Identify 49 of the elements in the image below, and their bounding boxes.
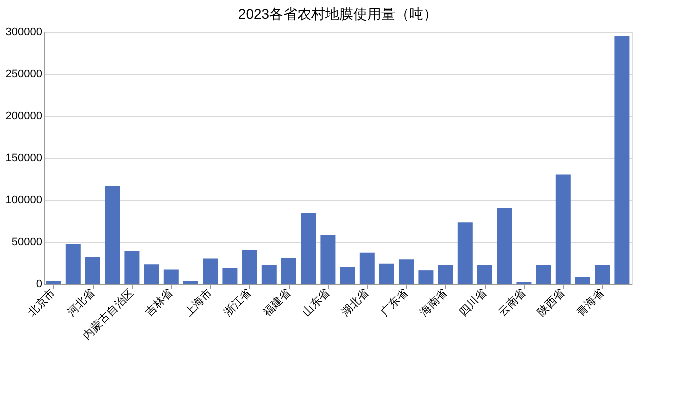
y-tick-label: 300000 [6, 26, 42, 38]
y-tick-label: 50000 [12, 236, 42, 248]
bar [360, 252, 375, 284]
bar [66, 244, 81, 284]
x-tick-label: 广东省 [378, 286, 411, 320]
x-tick-label: 福建省 [260, 286, 294, 320]
x-tick-label: 上海市 [182, 286, 215, 320]
bar [105, 186, 120, 284]
bar [556, 174, 571, 284]
bar [497, 208, 512, 284]
bar [46, 281, 62, 284]
bar [301, 213, 316, 284]
y-tick-label: 200000 [6, 110, 42, 122]
x-tick-label: 湖北省 [339, 286, 372, 320]
x-tick-label: 山东省 [300, 286, 332, 320]
y-tick-label: 100000 [6, 194, 42, 206]
chart-title: 2023各省农村地膜使用量（吨） [238, 6, 438, 22]
x-tick-label: 浙江省 [222, 286, 254, 320]
bar [164, 270, 179, 284]
bar [222, 268, 238, 284]
bar [576, 277, 590, 284]
bar [399, 260, 414, 284]
bar [536, 266, 552, 284]
x-tick-label: 海南省 [418, 286, 450, 320]
x-tick-label: 河北省 [64, 286, 98, 320]
bar [614, 36, 630, 284]
bar [418, 270, 434, 284]
bar [144, 264, 160, 284]
x-tick-label: 吉林省 [143, 286, 176, 320]
y-tick-label: 250000 [6, 68, 42, 80]
bar [478, 266, 492, 284]
bar [458, 222, 473, 284]
bar [438, 266, 454, 284]
bar [262, 266, 277, 284]
bar [203, 258, 218, 284]
bar [242, 250, 258, 284]
x-tick-label: 云南省 [496, 286, 528, 320]
x-tick-label: 青海省 [574, 286, 607, 320]
bar [380, 264, 394, 284]
x-tick-label: 四川省 [456, 286, 490, 320]
bar [86, 257, 100, 284]
x-tick-label: 陕西省 [535, 286, 568, 320]
bar [124, 251, 140, 284]
bar [320, 235, 336, 284]
bar [184, 281, 198, 284]
bar [595, 266, 610, 284]
bar [282, 258, 296, 284]
bar [340, 267, 356, 284]
y-tick-label: 150000 [6, 152, 42, 164]
